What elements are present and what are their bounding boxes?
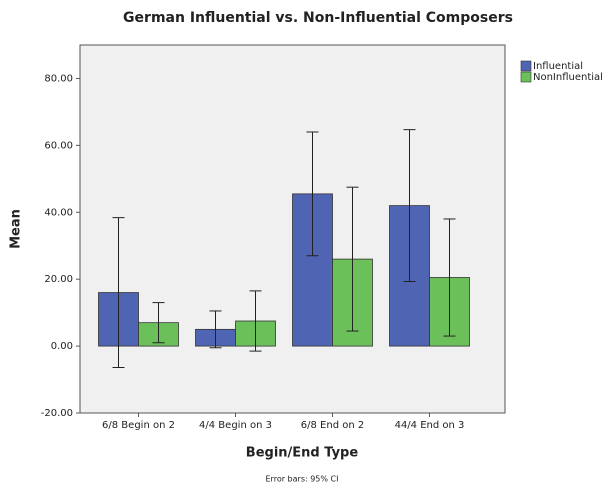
y-tick-label: 80.00 — [44, 73, 73, 84]
legend-label: Influential — [533, 61, 583, 72]
y-tick-label: -20.00 — [41, 408, 73, 419]
y-tick-label: 40.00 — [44, 207, 73, 218]
x-tick-label: 4/4 Begin on 3 — [199, 420, 272, 431]
legend-label: NonInfluential — [533, 72, 603, 83]
y-tick-label: 60.00 — [44, 140, 73, 151]
y-tick-label: 20.00 — [44, 274, 73, 285]
x-tick-label: 44/4 End on 3 — [395, 420, 465, 431]
x-tick-label: 6/8 Begin on 2 — [102, 420, 175, 431]
chart-title: German Influential vs. Non-Influential C… — [123, 10, 513, 26]
x-axis-title: Begin/End Type — [246, 446, 359, 461]
legend-swatch — [520, 60, 532, 72]
y-axis-title: Mean — [9, 209, 24, 249]
legend-swatch — [520, 71, 532, 83]
y-tick-label: 0.00 — [51, 341, 73, 352]
x-tick-label: 6/8 End on 2 — [301, 420, 364, 431]
footnote: Error bars: 95% CI — [266, 475, 339, 484]
